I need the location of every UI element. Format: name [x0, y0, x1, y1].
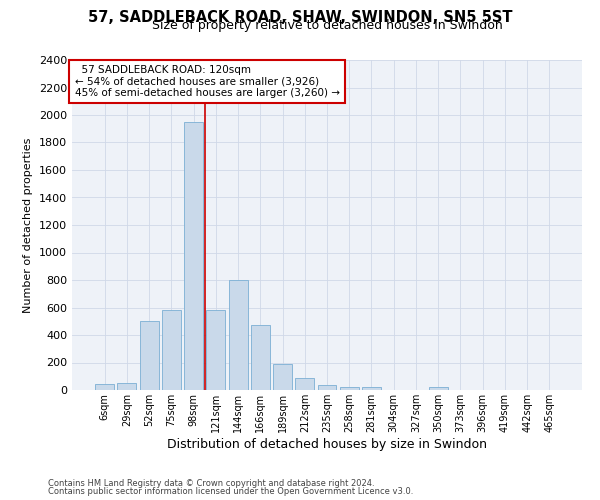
Text: 57 SADDLEBACK ROAD: 120sqm
← 54% of detached houses are smaller (3,926)
45% of s: 57 SADDLEBACK ROAD: 120sqm ← 54% of deta… [74, 65, 340, 98]
Bar [273, 364, 292, 390]
Bar [95, 384, 114, 390]
Bar [206, 310, 225, 390]
Bar [317, 384, 337, 390]
Text: 57, SADDLEBACK ROAD, SHAW, SWINDON, SN5 5ST: 57, SADDLEBACK ROAD, SHAW, SWINDON, SN5 … [88, 10, 512, 25]
Bar [429, 387, 448, 390]
Bar [118, 383, 136, 390]
Bar [229, 280, 248, 390]
Bar [251, 326, 270, 390]
Title: Size of property relative to detached houses in Swindon: Size of property relative to detached ho… [152, 20, 502, 32]
Text: Contains HM Land Registry data © Crown copyright and database right 2024.: Contains HM Land Registry data © Crown c… [48, 478, 374, 488]
Bar [340, 386, 359, 390]
Bar [295, 378, 314, 390]
Bar [162, 310, 181, 390]
X-axis label: Distribution of detached houses by size in Swindon: Distribution of detached houses by size … [167, 438, 487, 450]
Bar [184, 122, 203, 390]
Y-axis label: Number of detached properties: Number of detached properties [23, 138, 34, 312]
Bar [362, 387, 381, 390]
Text: Contains public sector information licensed under the Open Government Licence v3: Contains public sector information licen… [48, 487, 413, 496]
Bar [140, 322, 158, 390]
